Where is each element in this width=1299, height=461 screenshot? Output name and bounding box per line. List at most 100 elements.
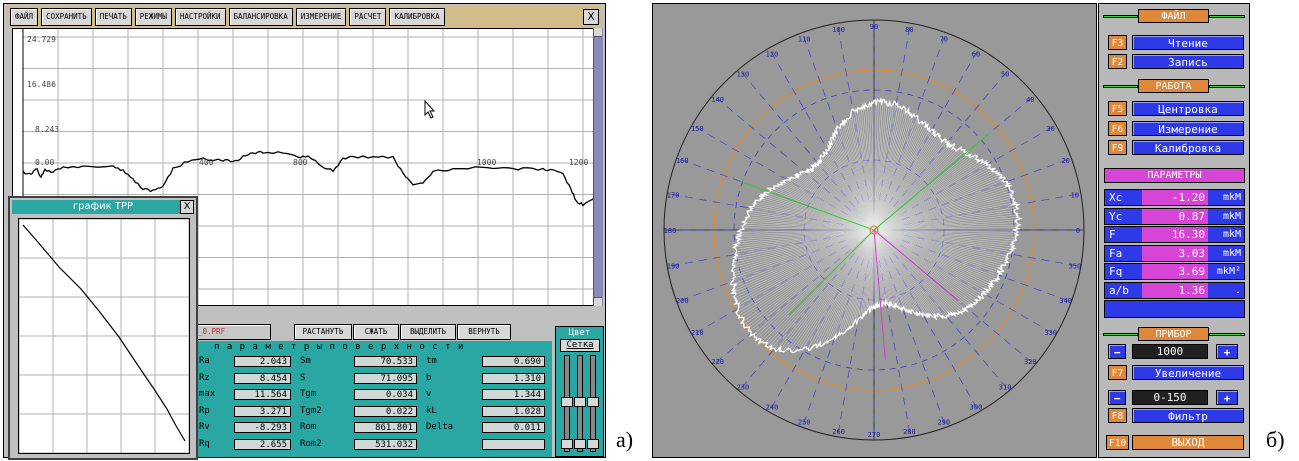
- profile-hair: [873, 229, 1000, 269]
- menu-calc[interactable]: РАСЧЕТ: [349, 8, 387, 26]
- profile-hair: [751, 210, 875, 231]
- f10-key[interactable]: F10: [1106, 435, 1129, 450]
- menu-save[interactable]: СОХРАНИТЬ: [41, 8, 92, 26]
- profile-hair: [873, 229, 979, 301]
- divider-line: [1209, 333, 1245, 336]
- param-unit: mkM: [1222, 229, 1241, 240]
- vertical-scrollbar[interactable]: [593, 28, 603, 306]
- profile-hair: [778, 185, 875, 231]
- profile-hair: [873, 148, 953, 231]
- param-value: 71.095: [354, 372, 417, 384]
- close-button[interactable]: X: [583, 9, 599, 25]
- measure-button[interactable]: Измерение: [1132, 121, 1244, 136]
- select-button[interactable]: ВЫДЕЛИТЬ: [400, 324, 456, 340]
- tpp-close-button[interactable]: X: [180, 200, 194, 214]
- profile-hair: [854, 110, 875, 231]
- centering-button[interactable]: Центровка: [1132, 101, 1244, 116]
- zoom-value-field[interactable]: 1000: [1132, 344, 1208, 359]
- param-name: v: [426, 389, 432, 399]
- profile-window: ФАЙЛ СОХРАНИТЬ ПЕЧАТЬ РЕЖИМЫ НАСТРОЙКИ Б…: [3, 3, 606, 460]
- stretch-button[interactable]: РАСТАНУТЬ: [294, 324, 352, 340]
- profile-hair: [873, 229, 1012, 245]
- filter-minus-button[interactable]: −: [1108, 390, 1126, 405]
- zoom-button[interactable]: Увеличение: [1132, 365, 1244, 380]
- profile-hair: [873, 141, 946, 231]
- profile-hair: [869, 102, 875, 231]
- profile-hair: [752, 208, 875, 231]
- menu-calibration[interactable]: КАЛИБРОВКА: [389, 8, 445, 26]
- profile-hair: [742, 227, 875, 231]
- status-field: [1104, 300, 1245, 318]
- params-header: п а р а м е т р ы п о в е р х н о с т и: [214, 342, 465, 352]
- read-button[interactable]: Чтение: [1132, 35, 1244, 50]
- return-button[interactable]: ВЕРНУТЬ: [457, 324, 511, 340]
- profile-hair: [873, 99, 882, 231]
- filter-value-field[interactable]: 0-150: [1132, 390, 1208, 405]
- zoom-plus-button[interactable]: +: [1216, 344, 1238, 359]
- profile-hair: [815, 164, 875, 231]
- profile-hair: [858, 108, 875, 231]
- menu-print[interactable]: ПЕЧАТЬ: [94, 8, 132, 26]
- f6-key[interactable]: F6: [1108, 121, 1127, 136]
- f8-key[interactable]: F8: [1108, 408, 1127, 423]
- scroll-down-arrow-icon[interactable]: [594, 297, 602, 306]
- profile-hair: [873, 188, 1010, 231]
- profile-hair: [873, 229, 946, 318]
- profile-hair: [847, 229, 875, 330]
- slider-2-handle[interactable]: [574, 397, 586, 407]
- slider-3-handle[interactable]: [587, 397, 599, 407]
- f5-key[interactable]: F5: [1108, 101, 1127, 116]
- profile-hair: [773, 187, 875, 231]
- angle-label: 160: [676, 157, 689, 165]
- profile-hair: [873, 190, 1011, 231]
- exit-button[interactable]: ВЫХОД: [1132, 435, 1244, 450]
- grid-color-label[interactable]: Сетка: [560, 339, 600, 352]
- profile-hair: [748, 229, 875, 332]
- write-button[interactable]: Запись: [1132, 54, 1244, 69]
- menu-modes[interactable]: РЕЖИМЫ: [134, 8, 172, 26]
- angle-label: 290: [937, 419, 950, 427]
- f7-key[interactable]: F7: [1108, 365, 1127, 380]
- profile-hair: [733, 229, 875, 276]
- profile-hair: [866, 229, 875, 312]
- filter-button[interactable]: Фильтр: [1132, 408, 1244, 423]
- profile-hair: [731, 229, 875, 282]
- menu-balancing[interactable]: БАЛАНСИРОВКА: [228, 8, 293, 26]
- profile-hair: [873, 102, 886, 231]
- profile-hair: [873, 229, 1009, 259]
- filter-plus-button[interactable]: +: [1216, 390, 1238, 405]
- angle-label: 320: [1024, 358, 1037, 366]
- calibration-button[interactable]: Калибровка: [1132, 140, 1244, 155]
- profile-hair: [733, 229, 875, 248]
- menu-file[interactable]: ФАЙЛ: [10, 8, 39, 26]
- compress-button[interactable]: СЖАТЬ: [353, 324, 399, 340]
- f2-key[interactable]: F2: [1108, 54, 1127, 69]
- param-name: Rz: [199, 372, 210, 383]
- slider-1-handle[interactable]: [561, 397, 573, 407]
- slider-2-bottom[interactable]: [574, 439, 586, 449]
- profile-hair: [873, 229, 1012, 252]
- divider-line: [1209, 15, 1245, 18]
- param-value: 1.36: [1142, 282, 1208, 298]
- profile-hair: [809, 169, 875, 231]
- profile-hair: [839, 229, 875, 336]
- zoom-minus-button[interactable]: −: [1108, 344, 1126, 359]
- slider-3-bottom[interactable]: [587, 439, 599, 449]
- profile-hair: [873, 124, 929, 231]
- profile-hair: [825, 149, 875, 231]
- slider-1-bottom[interactable]: [561, 439, 573, 449]
- menu-measure[interactable]: ИЗМЕРЕНИЕ: [295, 8, 347, 26]
- profile-hair: [754, 202, 875, 231]
- menu-settings[interactable]: НАСТРОЙКИ: [174, 8, 226, 26]
- profile-hair: [873, 229, 943, 318]
- scroll-up-arrow-icon[interactable]: [594, 28, 602, 37]
- profile-hair: [873, 229, 920, 313]
- profile-hair: [791, 229, 875, 353]
- f9-key[interactable]: F9: [1108, 140, 1127, 155]
- profile-hair: [804, 171, 875, 231]
- f3-key[interactable]: F3: [1108, 35, 1127, 50]
- surface-parameters-table: п а р а м е т р ы п о в е р х н о с т и …: [196, 341, 552, 457]
- profile-hair: [873, 229, 947, 317]
- profile-hair: [873, 144, 951, 231]
- profile-hair: [873, 159, 983, 231]
